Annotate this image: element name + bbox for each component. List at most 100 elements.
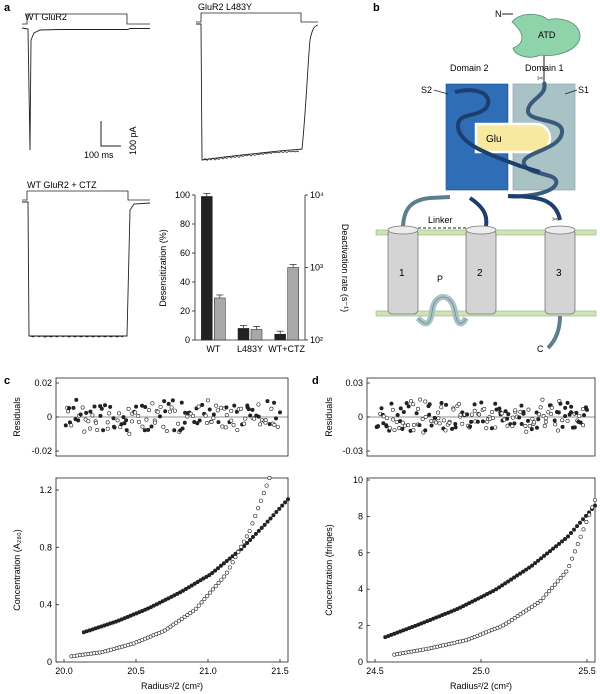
residual-point-open [411, 422, 416, 427]
residual-point-filled [506, 412, 511, 417]
residual-point-filled [489, 426, 494, 431]
residual-point-open [243, 416, 248, 421]
concentration-ylabel-d: Concentration (fringes) [324, 524, 334, 616]
data-point-filled [551, 546, 556, 551]
residual-point-open [490, 410, 495, 415]
residual-point-open [511, 415, 516, 420]
residual-point-open [229, 418, 234, 423]
residual-point-open [164, 429, 169, 434]
data-point-open [592, 498, 597, 503]
data-point-filled [515, 573, 520, 578]
residual-point-open [272, 423, 277, 428]
atd-domain [511, 13, 581, 58]
data-point-filled [265, 519, 270, 524]
data-point-filled [581, 517, 586, 522]
residual-point-open [136, 414, 141, 419]
y-tick-label: -0.03 [342, 446, 363, 456]
data-point-open [570, 556, 575, 561]
residual-point-filled [200, 402, 205, 407]
residual-point-filled [124, 418, 129, 423]
data-point-open [210, 587, 215, 592]
residual-point-filled [529, 427, 534, 432]
residual-point-filled [170, 398, 175, 403]
residual-point-filled [149, 424, 154, 429]
data-point-filled [183, 586, 188, 591]
residuals-ticks-d: 0.03 0 -0.03 [342, 378, 370, 456]
residual-point-open [390, 407, 395, 412]
y-tick-label: 60 [180, 248, 190, 258]
residual-point-filled [248, 413, 253, 418]
residual-point-filled [74, 397, 79, 402]
residual-point-open [150, 401, 155, 406]
residual-point-filled [432, 415, 437, 420]
data-point-filled [195, 580, 200, 585]
residual-point-open [87, 426, 92, 431]
residual-point-open [140, 424, 145, 429]
residual-point-open [214, 403, 219, 408]
residual-point-open [441, 418, 446, 423]
residual-point-filled [493, 401, 498, 406]
residual-point-filled [108, 404, 113, 409]
residual-point-open [460, 421, 465, 426]
residual-point-open [443, 428, 448, 433]
y-tick-label: 0.03 [345, 378, 363, 388]
data-point-filled [509, 577, 514, 582]
residual-point-open [423, 414, 428, 419]
data-point-open [165, 626, 170, 631]
data-point-open [504, 621, 509, 626]
data-point-filled [497, 585, 502, 590]
residuals-ylabel-d: Residuals [324, 397, 334, 437]
data-point-open [578, 534, 583, 539]
concentration-ticks-c: 0 0.4 0.8 1.2 20.0 20.5 21.0 21.5 [39, 485, 288, 676]
residual-point-filled [143, 405, 148, 410]
residual-point-open [229, 408, 234, 413]
data-point-filled [575, 524, 580, 529]
residual-point-open [447, 420, 452, 425]
data-point-open [233, 555, 238, 560]
data-point-filled [198, 578, 203, 583]
y-tick-label: 0.4 [39, 600, 52, 610]
data-point-open [521, 610, 526, 615]
residual-point-filled [563, 405, 568, 410]
data-point-filled [542, 553, 547, 558]
residual-point-open [524, 429, 529, 434]
data-point-open [222, 574, 227, 579]
data-point-filled [227, 556, 232, 561]
p-loop-outline [417, 296, 467, 324]
residual-point-filled [565, 400, 570, 405]
y-tick-label: 8 [358, 511, 363, 521]
residual-point-open [451, 407, 456, 412]
data-point-open [247, 528, 252, 533]
data-point-open [202, 597, 207, 602]
y-tick-label: 0.02 [34, 378, 52, 388]
y-tick-label: 4 [358, 584, 363, 594]
s2-chain [454, 88, 541, 174]
data-point-open [584, 520, 589, 525]
residual-point-filled [401, 409, 406, 414]
data-point-open [236, 549, 241, 554]
residual-point-filled [536, 417, 541, 422]
residual-point-filled [475, 419, 480, 424]
current-trace-mut [196, 23, 319, 161]
data-point-filled [566, 534, 571, 539]
y-tick-label: 0 [47, 657, 52, 667]
residual-point-filled [207, 407, 212, 412]
residuals-ylabel-c: Residuals [12, 397, 22, 437]
y-tick-label: 20 [180, 306, 190, 316]
s2-label: S2 [421, 85, 432, 95]
residual-point-filled [134, 404, 139, 409]
concentration-frame-c [55, 477, 289, 663]
residual-point-open [152, 420, 157, 425]
helix-m1-label: 1 [399, 268, 405, 279]
residual-point-open [90, 413, 95, 418]
residual-point-open [415, 406, 420, 411]
data-point-open [561, 572, 566, 577]
data-point-filled [569, 531, 574, 536]
x-tick-label: 21.5 [271, 666, 289, 676]
residual-point-open [381, 414, 386, 419]
bar-ylabel: Desensitization (%) [158, 229, 168, 307]
residual-point-open [172, 408, 177, 413]
panel-b: b ATD N Domain 2 Domain 1 Glu S2 S1 Link… [373, 2, 597, 354]
agonist-bar-ctz [22, 190, 150, 201]
panel-label-d: d [312, 375, 319, 387]
